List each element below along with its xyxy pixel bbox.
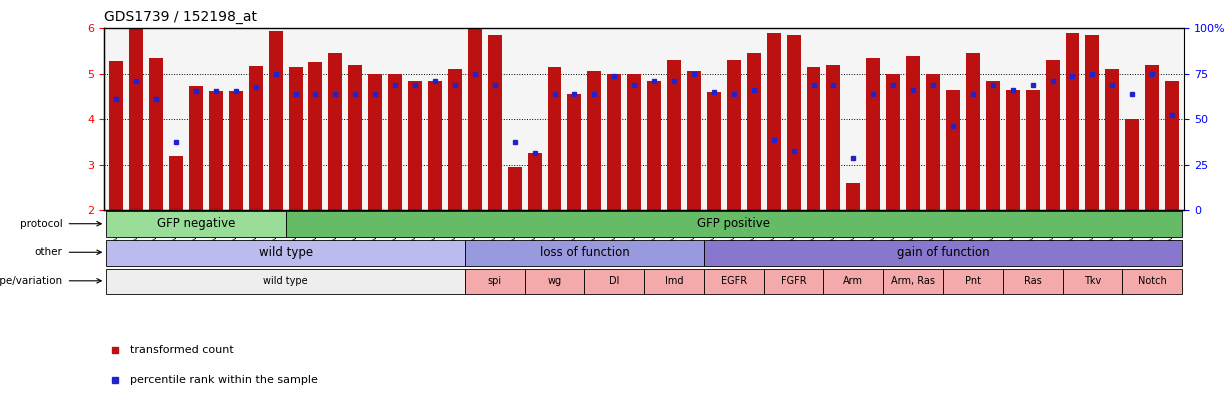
- Bar: [465, 269, 525, 294]
- Bar: [269, 31, 282, 210]
- Bar: [448, 69, 461, 210]
- Bar: [189, 86, 202, 210]
- Bar: [209, 91, 223, 210]
- Bar: [107, 240, 465, 266]
- Bar: [508, 167, 521, 210]
- Text: Arm, Ras: Arm, Ras: [891, 276, 935, 286]
- Bar: [107, 269, 465, 294]
- Bar: [286, 211, 1182, 237]
- Text: EGFR: EGFR: [720, 276, 747, 286]
- Bar: [946, 90, 960, 210]
- Text: wild type: wild type: [264, 276, 308, 286]
- Text: Tkv: Tkv: [1083, 276, 1101, 286]
- Bar: [1065, 33, 1080, 210]
- Text: loss of function: loss of function: [540, 246, 629, 259]
- Text: Imd: Imd: [665, 276, 683, 286]
- Bar: [150, 58, 163, 210]
- Bar: [388, 74, 402, 210]
- Bar: [1086, 35, 1099, 210]
- Bar: [1166, 81, 1179, 210]
- Bar: [169, 156, 183, 210]
- Bar: [588, 72, 601, 210]
- Bar: [129, 28, 144, 210]
- Bar: [985, 81, 1000, 210]
- Bar: [428, 81, 442, 210]
- Bar: [907, 55, 920, 210]
- Text: wg: wg: [547, 276, 562, 286]
- Bar: [1026, 90, 1039, 210]
- Bar: [644, 269, 704, 294]
- Text: gain of function: gain of function: [897, 246, 989, 259]
- Bar: [667, 60, 681, 210]
- Text: Notch: Notch: [1137, 276, 1167, 286]
- Bar: [329, 53, 342, 210]
- Bar: [547, 67, 562, 210]
- Bar: [726, 60, 741, 210]
- Bar: [707, 92, 721, 210]
- Text: Dl: Dl: [609, 276, 620, 286]
- Bar: [584, 269, 644, 294]
- Bar: [847, 183, 860, 210]
- Bar: [368, 74, 382, 210]
- Bar: [1145, 65, 1160, 210]
- Text: GFP positive: GFP positive: [697, 217, 771, 230]
- Text: Pnt: Pnt: [964, 276, 980, 286]
- Bar: [308, 62, 323, 210]
- Text: protocol: protocol: [20, 219, 63, 229]
- Bar: [883, 269, 944, 294]
- Bar: [467, 28, 482, 210]
- Bar: [249, 66, 263, 210]
- Bar: [107, 211, 286, 237]
- Text: Ras: Ras: [1023, 276, 1042, 286]
- Text: GDS1739 / 152198_at: GDS1739 / 152198_at: [104, 10, 258, 23]
- Bar: [647, 81, 661, 210]
- Bar: [886, 74, 901, 210]
- Text: transformed count: transformed count: [130, 345, 234, 354]
- Bar: [704, 269, 763, 294]
- Bar: [528, 153, 541, 210]
- Bar: [1002, 269, 1063, 294]
- Bar: [806, 67, 821, 210]
- Bar: [465, 240, 704, 266]
- Bar: [763, 269, 823, 294]
- Bar: [488, 35, 502, 210]
- Bar: [1106, 69, 1119, 210]
- Bar: [1123, 269, 1182, 294]
- Bar: [1045, 60, 1060, 210]
- Bar: [1006, 90, 1020, 210]
- Bar: [567, 94, 582, 210]
- Bar: [827, 65, 840, 210]
- Bar: [926, 74, 940, 210]
- Bar: [966, 53, 980, 210]
- Bar: [747, 53, 761, 210]
- Bar: [767, 33, 780, 210]
- Bar: [823, 269, 883, 294]
- Bar: [704, 240, 1182, 266]
- Bar: [687, 72, 701, 210]
- Text: wild type: wild type: [259, 246, 313, 259]
- Bar: [627, 74, 642, 210]
- Bar: [525, 269, 584, 294]
- Bar: [409, 81, 422, 210]
- Text: spi: spi: [487, 276, 502, 286]
- Text: percentile rank within the sample: percentile rank within the sample: [130, 375, 318, 385]
- Bar: [607, 74, 621, 210]
- Bar: [348, 65, 362, 210]
- Bar: [1063, 269, 1123, 294]
- Bar: [1125, 119, 1139, 210]
- Text: FGFR: FGFR: [780, 276, 806, 286]
- Bar: [109, 61, 123, 210]
- Text: other: other: [34, 247, 63, 257]
- Bar: [944, 269, 1002, 294]
- Bar: [787, 35, 800, 210]
- Text: genotype/variation: genotype/variation: [0, 276, 63, 286]
- Bar: [866, 58, 880, 210]
- Bar: [288, 67, 303, 210]
- Bar: [228, 91, 243, 210]
- Text: Arm: Arm: [843, 276, 864, 286]
- Text: GFP negative: GFP negative: [157, 217, 236, 230]
